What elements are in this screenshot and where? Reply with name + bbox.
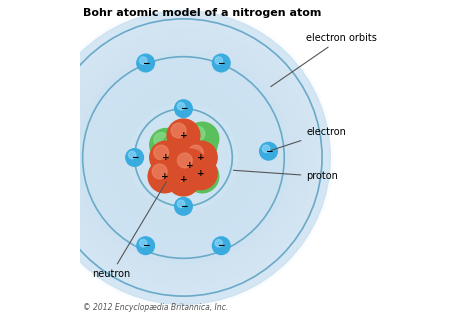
Circle shape [152,164,167,179]
Circle shape [139,57,147,64]
Circle shape [260,142,277,160]
Circle shape [184,157,217,190]
Text: −: − [142,241,149,250]
Text: +: + [180,131,187,140]
Text: neutron: neutron [92,182,166,279]
Circle shape [177,102,185,110]
Circle shape [150,129,182,161]
Circle shape [189,145,203,160]
Circle shape [174,198,192,215]
Text: proton: proton [234,170,338,181]
Circle shape [189,161,203,176]
Text: −: − [218,241,225,250]
Circle shape [126,149,144,166]
Circle shape [186,122,219,155]
Circle shape [36,11,330,304]
Circle shape [189,133,203,147]
Circle shape [177,200,185,208]
Text: electron: electron [271,127,346,150]
Text: +: + [162,153,170,162]
Circle shape [171,145,186,160]
Circle shape [128,151,136,159]
Circle shape [184,129,217,161]
Circle shape [167,119,200,152]
Text: +: + [197,153,205,162]
Circle shape [167,141,200,174]
Circle shape [150,157,182,190]
Text: © 2012 Encyclopædia Britannica, Inc.: © 2012 Encyclopædia Britannica, Inc. [82,303,228,312]
Text: −: − [265,147,272,156]
Circle shape [215,57,222,64]
Circle shape [130,104,237,211]
Circle shape [190,126,205,141]
Text: electron orbits: electron orbits [271,33,377,87]
Text: +: + [186,161,193,170]
Circle shape [177,153,192,168]
Text: +: + [161,172,168,181]
Circle shape [215,239,222,247]
Circle shape [190,164,205,179]
Circle shape [184,141,217,174]
Circle shape [262,145,270,152]
Circle shape [154,145,169,160]
Circle shape [150,141,182,174]
Text: +: + [197,169,205,178]
Circle shape [186,160,219,193]
Circle shape [137,54,155,72]
Circle shape [212,237,230,255]
Text: −: − [142,59,149,67]
Circle shape [154,161,169,176]
Circle shape [212,54,230,72]
Text: −: − [131,153,138,162]
Circle shape [137,237,155,255]
Circle shape [148,160,181,193]
Circle shape [167,163,200,196]
Circle shape [174,100,192,117]
Circle shape [165,137,180,152]
Circle shape [161,133,193,166]
Text: Bohr atomic model of a nitrogen atom: Bohr atomic model of a nitrogen atom [82,8,321,18]
Circle shape [154,133,169,147]
Circle shape [171,167,186,182]
Circle shape [173,149,206,182]
Circle shape [78,52,289,263]
Text: −: − [180,104,187,113]
Text: −: − [218,59,225,67]
Circle shape [139,239,147,247]
Circle shape [171,123,186,138]
Text: −: − [180,202,187,211]
Text: +: + [180,175,187,184]
